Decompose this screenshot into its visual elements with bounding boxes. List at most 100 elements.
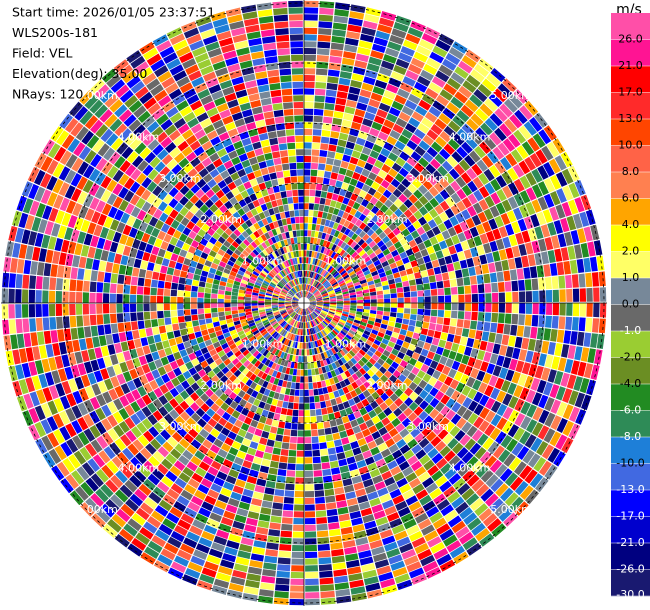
radar-gate: [264, 301, 271, 303]
radar-gate: [326, 157, 334, 165]
radar-gate: [161, 458, 173, 470]
radar-gate: [541, 367, 551, 381]
radar-gate: [494, 463, 508, 478]
radar-gate: [332, 283, 339, 288]
radar-gate: [367, 211, 375, 220]
radar-gate: [350, 390, 358, 398]
radar-gate: [127, 518, 142, 532]
radar-gate: [439, 148, 451, 160]
radar-gate: [397, 303, 404, 308]
radar-gate: [487, 441, 500, 455]
radar-gate: [101, 464, 114, 479]
radar-gate: [206, 450, 217, 460]
radar-gate: [262, 319, 269, 324]
radar-gate: [309, 298, 316, 301]
radar-gate: [120, 465, 133, 479]
radar-gate: [341, 533, 355, 542]
radar-gate: [259, 291, 266, 295]
radar-gate: [287, 340, 292, 347]
radar-gate: [347, 317, 354, 322]
radar-gate: [362, 285, 369, 291]
radar-gate: [317, 537, 330, 545]
radar-gate: [231, 303, 238, 307]
radar-gate: [284, 490, 295, 498]
radar-gate: [390, 307, 397, 313]
radar-gate: [329, 340, 335, 347]
radar-gate: [190, 412, 201, 423]
radar-gate: [42, 139, 55, 155]
radar-gate: [250, 381, 258, 390]
radar-gate: [397, 297, 404, 303]
radar-gate: [30, 332, 39, 347]
radar-gate: [266, 274, 273, 280]
radar-gate: [443, 280, 451, 288]
radar-gate: [232, 485, 244, 495]
radar-gate: [251, 295, 258, 299]
radar-gate: [332, 562, 346, 570]
radar-gate: [438, 177, 450, 189]
radar-gate: [272, 308, 279, 312]
radar-gate: [338, 77, 351, 86]
radar-gate: [484, 455, 497, 469]
radar-gate: [414, 81, 428, 93]
radar-gate: [429, 344, 438, 353]
radar-gate: [228, 469, 239, 479]
radar-gate: [234, 277, 242, 283]
radar-gate: [341, 272, 348, 278]
radar-gate: [505, 303, 512, 313]
radar-gate: [319, 360, 325, 367]
radar-gate: [361, 266, 369, 273]
radar-gate: [339, 218, 346, 226]
radar-gate: [327, 288, 334, 293]
radar-gate: [335, 417, 344, 426]
radar-gate: [362, 208, 371, 216]
radar-gate: [212, 232, 221, 240]
radar-gate: [420, 168, 432, 179]
radar-gate: [304, 203, 309, 210]
radar-gate: [167, 436, 178, 448]
radar-gate: [410, 134, 422, 145]
radar-gate: [393, 407, 403, 417]
radar-gate: [258, 296, 265, 299]
radar-gate: [304, 135, 313, 142]
radar-gate: [304, 290, 306, 297]
radar-gate: [351, 373, 359, 381]
radar-gate: [492, 445, 505, 459]
radar-gate: [404, 123, 417, 134]
radar-gate: [316, 361, 322, 368]
radar-gate: [355, 431, 364, 441]
radar-gate: [337, 322, 344, 328]
radar-gate: [304, 236, 308, 244]
radar-gate: [304, 329, 306, 336]
radar-gate: [543, 162, 555, 177]
radar-gate: [435, 346, 444, 356]
radar-gate: [310, 176, 317, 183]
radar-gate: [471, 214, 482, 226]
radar-gate: [507, 167, 519, 181]
radar-gate: [107, 518, 122, 533]
radar-gate: [333, 376, 340, 384]
radar-gate: [175, 213, 185, 223]
radar-gate: [357, 303, 364, 306]
radar-gate: [259, 465, 270, 474]
radar-gate: [296, 349, 300, 356]
radar-gate: [267, 535, 280, 544]
radar-gate: [380, 374, 389, 383]
radar-gate: [292, 304, 299, 307]
radar-gate: [408, 254, 416, 262]
radar-gate: [419, 400, 429, 410]
radar-gate: [190, 495, 204, 507]
radar-gate: [300, 329, 303, 336]
radar-gate: [234, 434, 244, 444]
radar-gate: [286, 325, 291, 331]
radar-gate: [113, 253, 122, 264]
radar-gate: [191, 358, 200, 367]
radar-gate: [120, 383, 131, 395]
radar-gate: [358, 40, 373, 50]
radar-gate: [219, 261, 227, 268]
radar-gate: [304, 20, 318, 28]
radar-gate: [343, 484, 355, 493]
radar-gate: [304, 403, 310, 410]
radar-gate: [232, 317, 240, 322]
radar-gate: [136, 347, 145, 357]
